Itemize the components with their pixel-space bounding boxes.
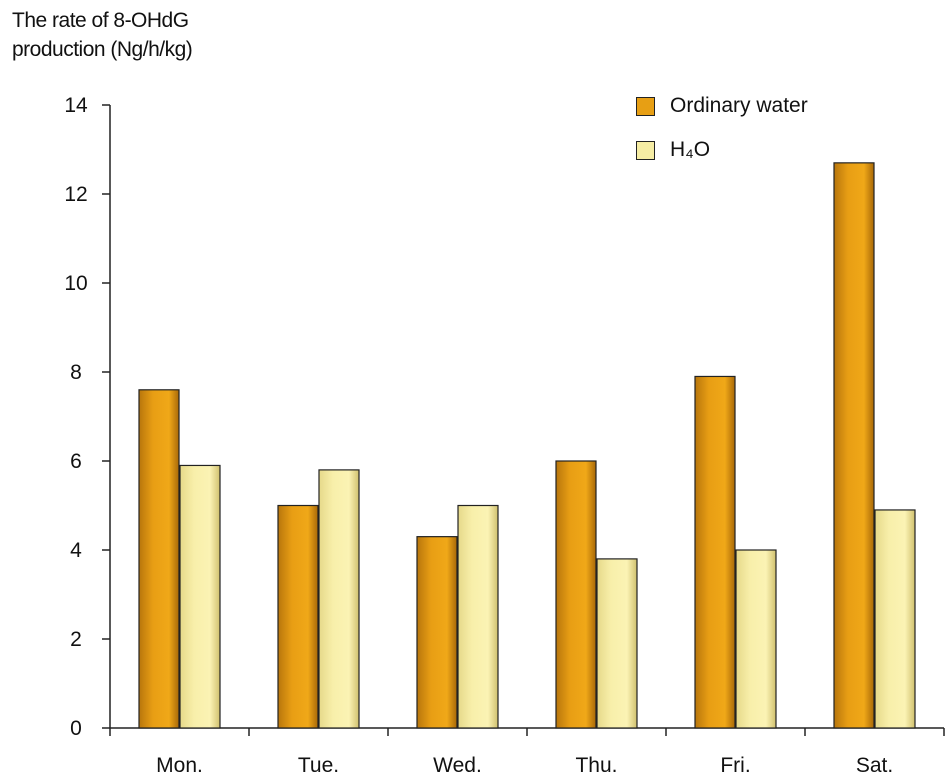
x-tick-label: Sat.	[856, 754, 893, 777]
bar-h4o-thu	[596, 558, 638, 729]
legend-swatch-ordinary-water	[636, 96, 655, 116]
y-tick-label: 8	[70, 361, 82, 384]
x-tick-label: Tue.	[298, 754, 339, 777]
bars	[138, 162, 916, 729]
y-tick-label: 0	[70, 717, 82, 740]
y-tick-label: 2	[70, 628, 82, 651]
bar-h4o-tue	[318, 469, 360, 729]
legend-item-h4o: H₄O	[636, 128, 808, 172]
bar-ordinary-water-thu	[555, 460, 597, 729]
y-axis-label-line-2: production (Ng/h/kg)	[12, 38, 193, 61]
bar-ordinary-water-tue	[277, 504, 319, 729]
legend: Ordinary water H₄O	[636, 84, 808, 172]
y-tick-label: 10	[64, 272, 87, 295]
legend-label-h4o: H₄O	[670, 138, 711, 161]
legend-item-ordinary-water: Ordinary water	[636, 84, 808, 128]
y-tick-label: 4	[70, 539, 82, 562]
y-axis-label-line-1: The rate of 8-OHdG	[12, 9, 189, 32]
legend-label-ordinary-water: Ordinary water	[670, 94, 808, 117]
y-tick-label: 14	[64, 94, 88, 117]
x-tick-label: Wed.	[433, 754, 482, 777]
bar-h4o-fri	[735, 549, 777, 729]
bar-h4o-sat	[874, 509, 916, 729]
y-axis-label: The rate of 8-OHdG production (Ng/h/kg)	[12, 6, 193, 64]
axes: 0 2 4 6 8 10 12 14 Mon. Tue. Wed. Thu. Fri. Sat.	[64, 94, 945, 777]
bar-ordinary-water-wed	[416, 536, 458, 729]
bar-h4o-mon	[179, 464, 221, 729]
x-tick-label: Fri.	[720, 754, 750, 777]
bar-ordinary-water-mon	[138, 389, 180, 729]
x-tick-label: Mon.	[156, 754, 203, 777]
bar-h4o-wed	[457, 504, 499, 729]
y-tick-label: 12	[64, 183, 87, 206]
legend-swatch-h4o	[636, 140, 655, 160]
bar-ordinary-water-fri	[694, 375, 736, 729]
x-tick-label: Thu.	[575, 754, 617, 777]
y-tick-label: 6	[70, 450, 82, 473]
bar-ordinary-water-sat	[833, 162, 875, 729]
